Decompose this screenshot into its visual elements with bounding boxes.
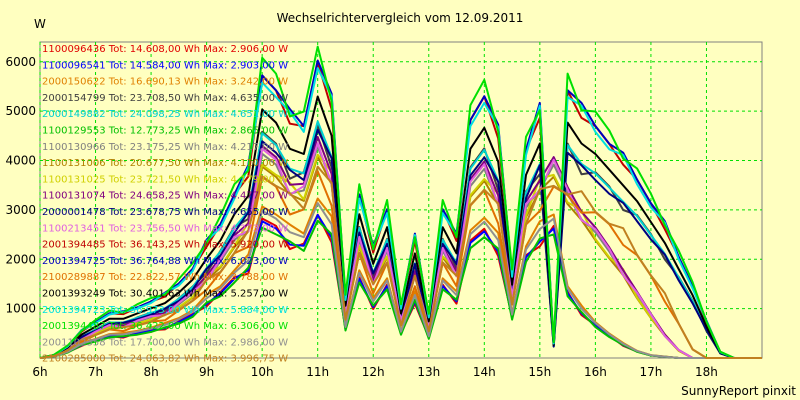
y-tick-label-2: 3000 [5, 203, 36, 217]
y-tick-label-4: 5000 [5, 104, 36, 118]
legend-entry-19: 2100285000 Tot: 24.063,82 Wh Max: 3.996,… [42, 354, 288, 365]
legend-entry-11: 1100213451 Tot: 23.756,50 Wh Max: 4.273,… [42, 223, 288, 234]
legend-entry-1: 1100096541 Tot: 14.584,00 Wh Max: 2.903,… [42, 60, 288, 71]
x-tick-label-0: 6h [32, 365, 47, 379]
x-tick-label-11: 17h [639, 365, 662, 379]
footer-credit: SunnyReport pinxit [681, 384, 796, 398]
legend-entry-12: 2001394485 Tot: 36.143,25 Wh Max: 5.920,… [42, 240, 288, 251]
legend-entry-13: 2001394725 Tot: 36.764,88 Wh Max: 6.023,… [42, 256, 288, 267]
x-tick-label-10: 16h [584, 365, 607, 379]
legend-entry-10: 2000001478 Tot: 23.678,75 Wh Max: 4.655,… [42, 207, 288, 218]
x-tick-label-1: 7h [88, 365, 103, 379]
legend: 1100096436 Tot: 14.608,00 Wh Max: 2.906,… [42, 44, 288, 365]
x-tick-label-2: 8h [143, 365, 158, 379]
x-tick-label-12: 18h [695, 365, 718, 379]
y-tick-label-5: 6000 [5, 55, 36, 69]
series-lines [39, 45, 762, 359]
axes: 6h 7h 8h 9h 10h 11h 12h 13h 14h 15h 16h 17h 18h 1000 2… [5, 55, 717, 379]
legend-entry-6: 1100130966 Tot: 23.175,25 Wh Max: 4.217,… [42, 142, 288, 153]
legend-entry-8: 1100131025 Tot: 23.721,50 Wh Max: 4.179,… [42, 174, 288, 185]
x-tick-label-3: 9h [199, 365, 214, 379]
x-tick-label-8: 14h [473, 365, 496, 379]
legend-entry-14: 2100289887 Tot: 22.822,57 Wh Max: 3.788,… [42, 272, 288, 283]
x-tick-label-7: 13h [417, 365, 440, 379]
legend-entry-3: 2000154799 Tot: 23.708,50 Wh Max: 4.635,… [42, 93, 288, 104]
y-tick-label-3: 4000 [5, 154, 36, 168]
x-tick-label-4: 10h [251, 365, 274, 379]
legend-entry-4: 2000149882 Tot: 24.098,25 Wh Max: 4.651,… [42, 109, 288, 120]
series-line-11 [39, 142, 762, 359]
grid [39, 42, 762, 358]
y-tick-label-1: 2000 [5, 252, 36, 266]
legend-entry-5: 1100129553 Tot: 12.773,25 Wh Max: 2.865,… [42, 126, 288, 137]
legend-entry-17: 2001394487 Tot: 36.422,00 Wh Max: 6.306,… [42, 321, 288, 332]
legend-entry-7: 1100131006 Tot: 20.677,50 Wh Max: 4.110,… [42, 158, 288, 169]
x-tick-label-9: 15h [528, 365, 551, 379]
y-axis-unit-label: W [34, 17, 46, 31]
legend-entry-15: 2001393249 Tot: 30.401,63 Wh Max: 5.257,… [42, 289, 288, 300]
legend-entry-2: 2000150622 Tot: 16.690,13 Wh Max: 3.242,… [42, 77, 288, 88]
series-line-19 [39, 165, 762, 359]
series-line-18 [39, 202, 762, 359]
legend-entry-18: 2001102358 Tot: 17.700,00 Wh Max: 2.986,… [42, 337, 288, 348]
y-tick-label-0: 1000 [5, 302, 36, 316]
legend-entry-16: 2001394723 Tot: 36.973,00 Wh Max: 5.884,… [42, 305, 288, 316]
chart-title: Wechselrichtervergleich vom 12.09.2011 [277, 11, 524, 25]
legend-entry-0: 1100096436 Tot: 14.608,00 Wh Max: 2.906,… [42, 44, 288, 55]
legend-entry-9: 1100131074 Tot: 24.658,25 Wh Max: 4.477,… [42, 191, 288, 202]
series-line-15 [39, 95, 762, 359]
series-line-17 [39, 45, 762, 359]
x-tick-label-5: 11h [306, 365, 329, 379]
x-tick-label-6: 12h [362, 365, 385, 379]
